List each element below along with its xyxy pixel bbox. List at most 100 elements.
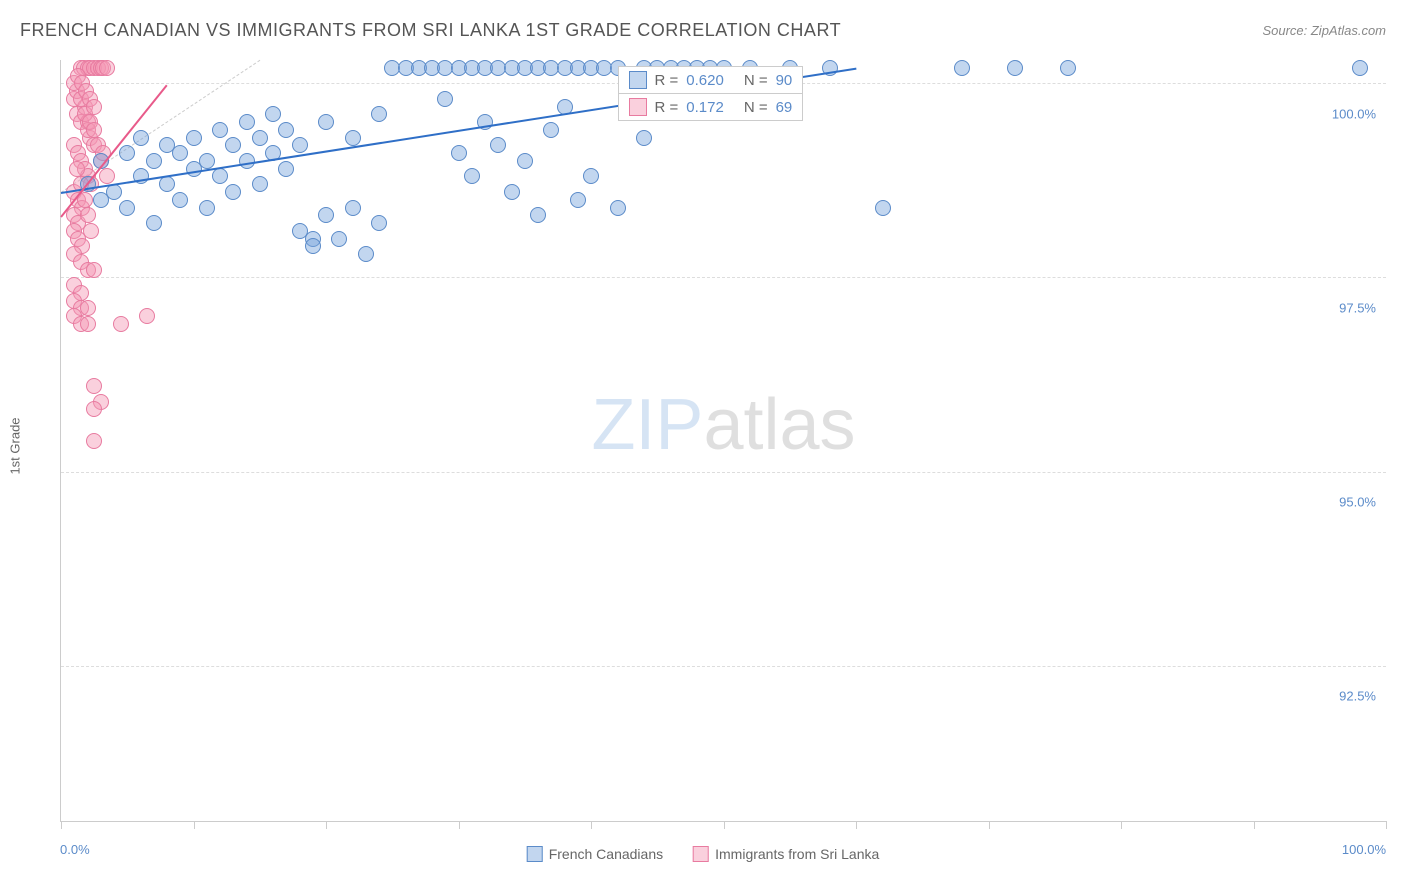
gridline-h — [61, 277, 1386, 278]
legend-swatch-icon — [693, 846, 709, 862]
scatter-point — [172, 192, 188, 208]
scatter-point — [80, 316, 96, 332]
source-label: Source: ZipAtlas.com — [1262, 23, 1386, 38]
x-tick — [856, 821, 857, 829]
scatter-point — [437, 91, 453, 107]
scatter-point — [543, 122, 559, 138]
scatter-point — [954, 60, 970, 76]
scatter-point — [345, 130, 361, 146]
legend-swatch-icon — [527, 846, 543, 862]
scatter-point — [225, 137, 241, 153]
scatter-point — [358, 246, 374, 262]
scatter-point — [80, 207, 96, 223]
legend: French Canadians Immigrants from Sri Lank… — [527, 846, 880, 862]
stat-row: R = 0.620 N = 90 — [619, 67, 803, 94]
scatter-point — [305, 238, 321, 254]
stat-r-label: R = — [655, 72, 679, 89]
x-tick — [1121, 821, 1122, 829]
scatter-point — [86, 122, 102, 138]
legend-label: Immigrants from Sri Lanka — [715, 846, 879, 862]
x-tick — [1386, 821, 1387, 829]
scatter-point — [83, 223, 99, 239]
scatter-point — [199, 200, 215, 216]
scatter-point — [318, 114, 334, 130]
x-tick — [989, 821, 990, 829]
x-tick-label: 100.0% — [1342, 842, 1386, 857]
scatter-point — [86, 99, 102, 115]
x-tick — [724, 821, 725, 829]
scatter-point — [186, 130, 202, 146]
scatter-point — [252, 176, 268, 192]
scatter-point — [212, 168, 228, 184]
stat-r-label: R = — [655, 99, 679, 116]
scatter-point — [239, 114, 255, 130]
scatter-point — [146, 153, 162, 169]
chart-plot-area: ZIPatlas 92.5%95.0%97.5%100.0%R = 0.620N… — [60, 60, 1386, 822]
scatter-point — [252, 130, 268, 146]
stat-swatch-icon — [629, 98, 647, 116]
scatter-point — [464, 168, 480, 184]
scatter-point — [636, 130, 652, 146]
scatter-point — [371, 106, 387, 122]
scatter-point — [86, 401, 102, 417]
legend-label: French Canadians — [549, 846, 663, 862]
gridline-h — [61, 666, 1386, 667]
scatter-point — [371, 215, 387, 231]
scatter-point — [119, 200, 135, 216]
x-tick — [459, 821, 460, 829]
stat-n-value: 69 — [776, 99, 793, 116]
scatter-point — [69, 161, 85, 177]
x-tick — [1254, 821, 1255, 829]
stat-n-value: 90 — [776, 72, 793, 89]
scatter-point — [159, 176, 175, 192]
x-tick — [591, 821, 592, 829]
stat-r-value: 0.620 — [686, 72, 724, 89]
scatter-point — [517, 153, 533, 169]
scatter-point — [530, 207, 546, 223]
y-tick-label: 100.0% — [1332, 106, 1376, 121]
legend-item: Immigrants from Sri Lanka — [693, 846, 879, 862]
x-tick — [326, 821, 327, 829]
scatter-point — [86, 378, 102, 394]
stat-n-label: N = — [744, 72, 768, 89]
scatter-point — [119, 145, 135, 161]
y-axis-label: 1st Grade — [8, 417, 23, 474]
watermark-atlas: atlas — [703, 385, 855, 465]
stat-row: R = 0.172 N = 69 — [619, 94, 803, 120]
scatter-point — [278, 122, 294, 138]
scatter-point — [99, 60, 115, 76]
scatter-point — [99, 168, 115, 184]
scatter-point — [331, 231, 347, 247]
scatter-point — [451, 145, 467, 161]
stat-box: R = 0.620 N = 90 R = 0.172 N = 69 — [618, 66, 804, 121]
scatter-point — [86, 262, 102, 278]
scatter-point — [318, 207, 334, 223]
chart-title: FRENCH CANADIAN VS IMMIGRANTS FROM SRI L… — [20, 20, 841, 41]
scatter-point — [86, 433, 102, 449]
scatter-point — [583, 168, 599, 184]
legend-item: French Canadians — [527, 846, 663, 862]
scatter-point — [278, 161, 294, 177]
scatter-point — [490, 137, 506, 153]
scatter-point — [146, 215, 162, 231]
stat-r-value: 0.172 — [686, 99, 724, 116]
scatter-point — [212, 122, 228, 138]
scatter-point — [292, 137, 308, 153]
x-tick-label: 0.0% — [60, 842, 90, 857]
scatter-point — [113, 316, 129, 332]
scatter-point — [239, 153, 255, 169]
watermark-zip: ZIP — [591, 385, 703, 465]
x-tick — [61, 821, 62, 829]
scatter-point — [265, 106, 281, 122]
x-tick — [194, 821, 195, 829]
stat-n-label: N = — [744, 99, 768, 116]
scatter-point — [1007, 60, 1023, 76]
scatter-point — [199, 153, 215, 169]
scatter-point — [570, 192, 586, 208]
gridline-h — [61, 472, 1386, 473]
watermark: ZIPatlas — [591, 384, 855, 466]
chart-header: FRENCH CANADIAN VS IMMIGRANTS FROM SRI L… — [20, 20, 1386, 41]
scatter-point — [1352, 60, 1368, 76]
scatter-point — [345, 200, 361, 216]
y-tick-label: 92.5% — [1339, 689, 1376, 704]
